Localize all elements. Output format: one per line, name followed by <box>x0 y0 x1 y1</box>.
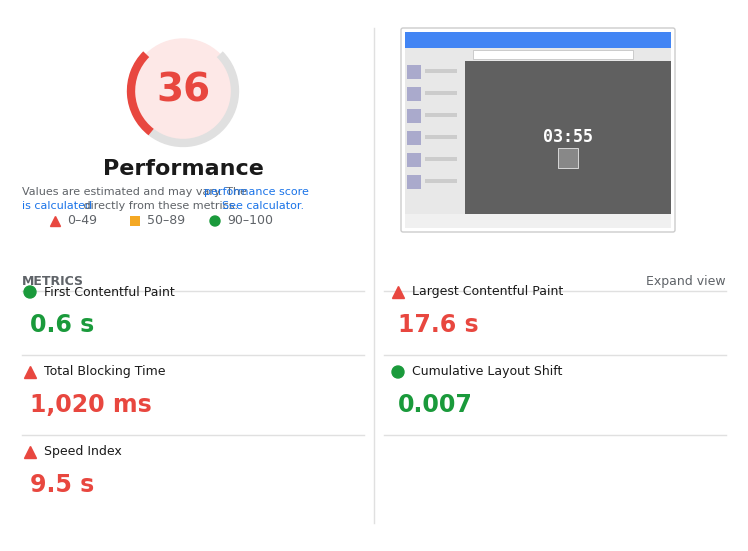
Bar <box>405 214 671 228</box>
Circle shape <box>210 216 220 226</box>
Text: 0.007: 0.007 <box>398 393 473 417</box>
Circle shape <box>392 366 404 378</box>
Bar <box>405 61 671 214</box>
Bar <box>425 69 457 73</box>
Text: Values are estimated and may vary. The: Values are estimated and may vary. The <box>22 187 251 197</box>
Text: 03:55: 03:55 <box>543 128 593 147</box>
Text: Largest Contentful Paint: Largest Contentful Paint <box>412 285 563 299</box>
Text: Cumulative Layout Shift: Cumulative Layout Shift <box>412 365 562 379</box>
FancyBboxPatch shape <box>401 28 675 232</box>
Text: 90–100: 90–100 <box>227 214 273 228</box>
Bar <box>425 91 457 95</box>
Text: 0–49: 0–49 <box>67 214 97 228</box>
Text: METRICS: METRICS <box>22 275 84 288</box>
Text: See calculator.: See calculator. <box>222 201 304 211</box>
Text: directly from these metrics.: directly from these metrics. <box>80 201 242 211</box>
Text: Speed Index: Speed Index <box>44 446 122 458</box>
Bar <box>425 157 457 161</box>
Bar <box>407 131 421 145</box>
Bar <box>425 135 457 139</box>
Text: 0.6 s: 0.6 s <box>30 313 94 337</box>
Bar <box>405 48 671 61</box>
Text: Expand view: Expand view <box>646 275 726 288</box>
Circle shape <box>131 39 235 143</box>
Text: Total Blocking Time: Total Blocking Time <box>44 365 165 379</box>
Text: 36: 36 <box>156 72 210 110</box>
Bar <box>405 32 671 48</box>
Bar <box>407 153 421 167</box>
Bar <box>407 109 421 123</box>
Bar <box>407 87 421 101</box>
Bar <box>407 65 421 79</box>
Text: Performance: Performance <box>102 159 263 179</box>
Text: 9.5 s: 9.5 s <box>30 473 94 497</box>
Bar <box>425 179 457 183</box>
Bar <box>558 148 578 168</box>
Text: First Contentful Paint: First Contentful Paint <box>44 285 175 299</box>
Bar <box>130 216 140 226</box>
Bar <box>473 50 633 59</box>
Text: 17.6 s: 17.6 s <box>398 313 479 337</box>
Text: is calculated: is calculated <box>22 201 92 211</box>
Bar <box>407 175 421 189</box>
Bar <box>425 113 457 117</box>
Text: 50–89: 50–89 <box>147 214 185 228</box>
Bar <box>405 61 465 214</box>
Text: performance score: performance score <box>204 187 309 197</box>
Circle shape <box>24 286 36 298</box>
Text: 1,020 ms: 1,020 ms <box>30 393 152 417</box>
